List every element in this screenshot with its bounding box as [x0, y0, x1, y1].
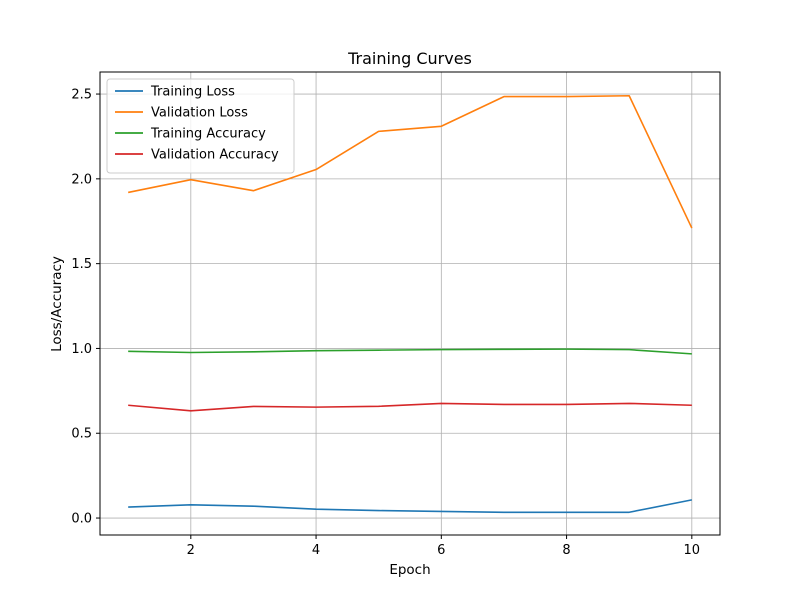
legend: Training Loss Validation Loss Training Acc…: [106, 78, 295, 174]
y-axis-label: Loss/Accuracy: [49, 256, 65, 352]
y-tick-label: 0.5: [71, 427, 92, 442]
y-tick-label: 1.0: [71, 342, 92, 357]
y-tick-label: 1.5: [71, 257, 92, 272]
series-line-training-accuracy: [128, 348, 692, 355]
series-line-validation-accuracy: [128, 402, 692, 412]
y-tick-label: 2.0: [71, 172, 92, 187]
chart-title: Training Curves: [347, 49, 472, 68]
series-line-training-loss: [128, 499, 692, 514]
x-tick-label: 6: [437, 543, 445, 558]
y-tick-label: 2.5: [71, 88, 92, 103]
series-lines: [128, 94, 693, 514]
legend-label-training-accuracy: Training Accuracy: [150, 127, 266, 142]
x-tick-label: 2: [187, 543, 195, 558]
legend-label-training-loss: Training Loss: [150, 85, 235, 100]
x-tick-label: 4: [312, 543, 320, 558]
x-axis-label: Epoch: [389, 562, 430, 578]
legend-label-validation-loss: Validation Loss: [151, 106, 248, 121]
plot-frame: [99, 71, 721, 536]
series-line-validation-loss: [128, 94, 693, 229]
legend-label-validation-accuracy: Validation Accuracy: [151, 148, 279, 163]
x-tick-label: 8: [562, 543, 570, 558]
legend-box: [106, 78, 295, 174]
y-tick-label: 0.0: [71, 512, 92, 527]
grid: [100, 72, 720, 535]
axis-ticks: 2 4 6 8 10 0.0 0.5 1.0 1.5 2.0 2.5: [71, 88, 700, 558]
x-tick-label: 10: [684, 543, 701, 558]
